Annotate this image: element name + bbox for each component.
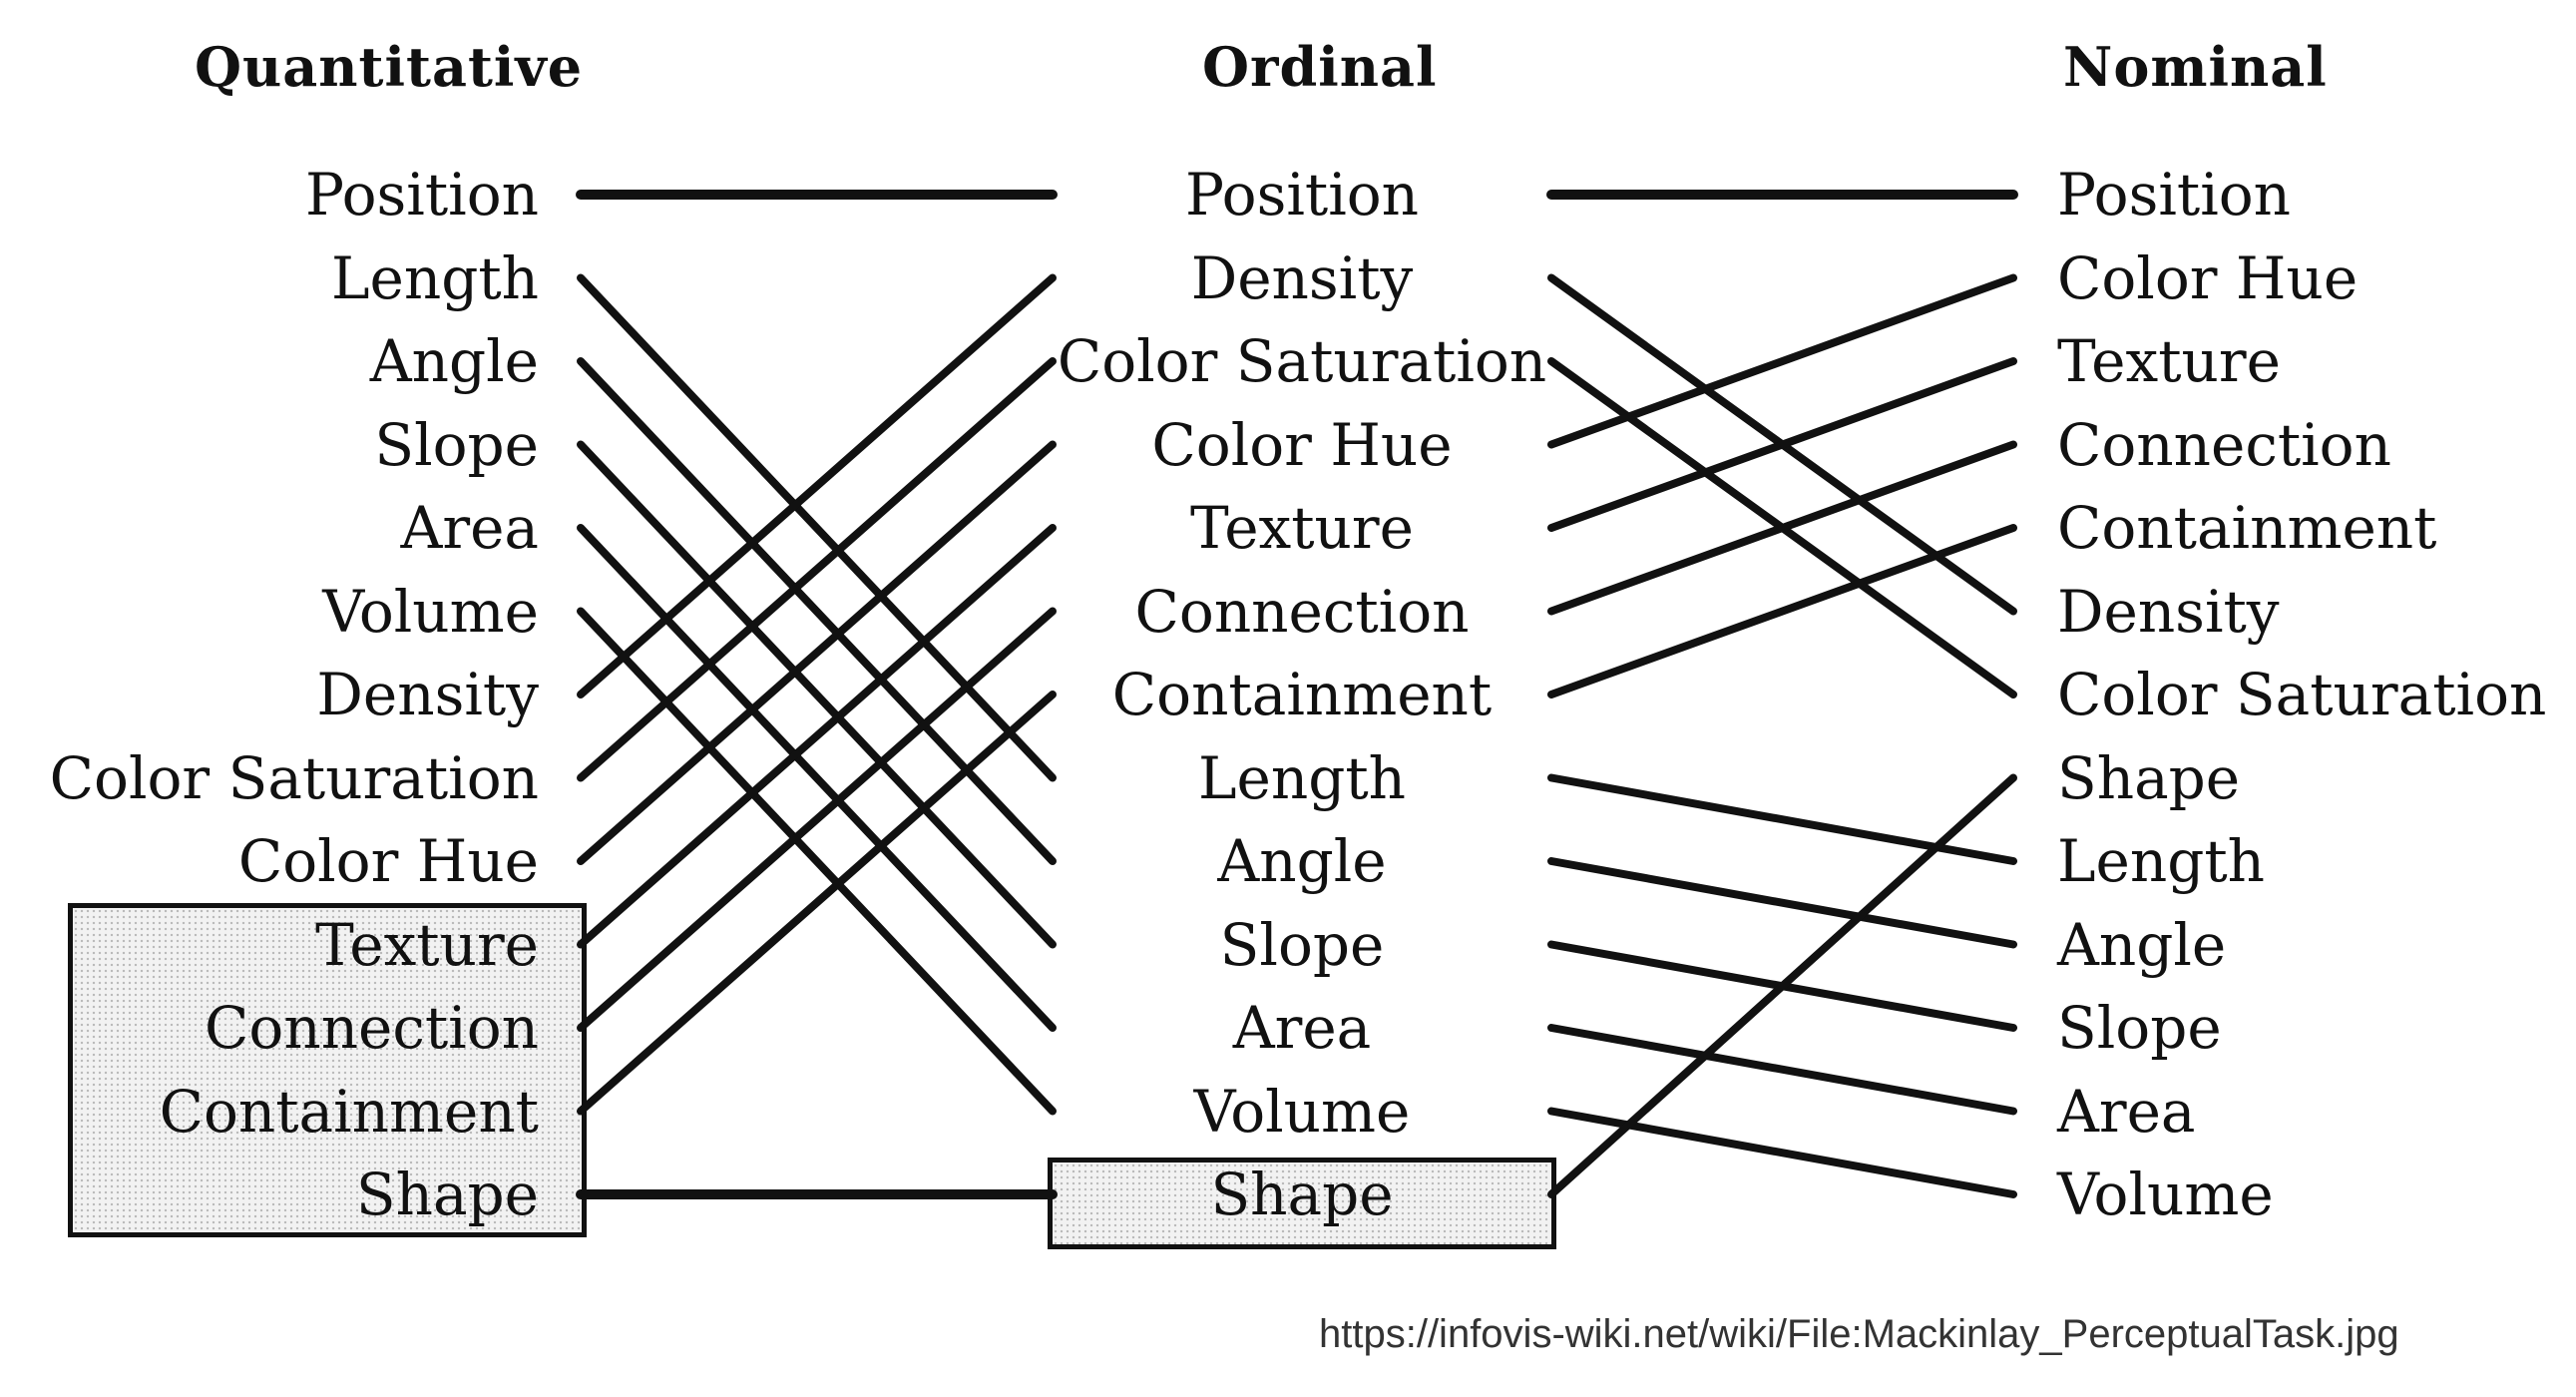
nominal-item-volume: Volume — [2057, 1161, 2274, 1228]
nominal-item-position: Position — [2057, 161, 2292, 229]
ordinal-item-volume: Volume — [1193, 1077, 1411, 1146]
quant-ord-link-containment — [577, 691, 1057, 1116]
quantitative-highlight-box — [68, 903, 587, 1237]
ord-nom-link-angle — [1547, 857, 2017, 949]
nominal-item-shape: Shape — [2057, 743, 2241, 812]
ordinal-item-density: Density — [1190, 243, 1414, 312]
nominal-item-containment: Containment — [2057, 494, 2437, 562]
quantitative-item-area: Area — [400, 494, 539, 562]
ordinal-item-color-saturation: Color Saturation — [1057, 327, 1547, 395]
ordinal-item-containment: Containment — [1111, 661, 1493, 728]
ord-nom-link-texture — [1547, 357, 2017, 532]
quant-ord-link-connection — [577, 607, 1057, 1032]
ordinal-title: Ordinal — [1202, 35, 1438, 99]
ordinal-item-angle: Angle — [1217, 827, 1387, 895]
quant-ord-link-angle — [577, 357, 1057, 865]
nominal-item-texture: Texture — [2057, 327, 2281, 395]
quantitative-item-color-saturation: Color Saturation — [49, 743, 539, 812]
ordinal-item-shape: Shape — [1210, 1161, 1394, 1228]
quant-ord-link-color-saturation — [577, 357, 1057, 782]
quantitative-item-length: Length — [331, 243, 539, 312]
ordinal-item-area: Area — [1232, 994, 1372, 1062]
nominal-item-area: Area — [2057, 1077, 2196, 1146]
nominal-item-density: Density — [2057, 577, 2280, 646]
ordinal-item-length: Length — [1198, 743, 1406, 812]
ordinal-item-position: Position — [1184, 161, 1420, 229]
nominal-item-length: Length — [2057, 827, 2265, 895]
ord-nom-link-area — [1547, 1024, 2017, 1116]
ordinal-item-slope: Slope — [1219, 910, 1385, 979]
ordinal-item-connection: Connection — [1134, 577, 1470, 646]
quant-ord-link-area — [577, 524, 1057, 1032]
ord-nom-link-length — [1547, 773, 2017, 865]
ordinal-item-texture: Texture — [1190, 494, 1414, 562]
quant-ord-link-density — [577, 273, 1057, 698]
quantitative-item-angle: Angle — [369, 327, 539, 395]
quantitative-item-color-hue: Color Hue — [237, 827, 539, 895]
ord-nom-link-color-hue — [1547, 273, 2017, 449]
nominal-title: Nominal — [2063, 35, 2328, 99]
ord-nom-link-volume — [1547, 1107, 2017, 1198]
quantitative-item-position: Position — [304, 161, 539, 229]
quant-ord-link-volume — [577, 607, 1057, 1116]
ord-nom-link-shape — [1547, 773, 2017, 1198]
quant-ord-link-slope — [577, 440, 1057, 949]
quantitative-item-shape: Shape — [355, 1161, 539, 1228]
quant-ord-link-color-hue — [577, 440, 1057, 865]
quantitative-item-texture: Texture — [315, 910, 539, 979]
quantitative-item-containment: Containment — [159, 1077, 539, 1146]
ordinal-shape-highlight-box — [1048, 1158, 1556, 1249]
quantitative-item-density: Density — [316, 661, 539, 728]
nominal-item-color-saturation: Color Saturation — [2057, 661, 2547, 728]
ord-nom-link-connection — [1547, 440, 2017, 616]
ordinal-item-color-hue: Color Hue — [1151, 410, 1453, 479]
source-url: https://infovis-wiki.net/wiki/File:Macki… — [1319, 1312, 2399, 1356]
ord-nom-link-containment — [1547, 524, 2017, 698]
nominal-item-color-hue: Color Hue — [2057, 243, 2359, 312]
quantitative-item-slope: Slope — [374, 410, 539, 479]
quantitative-item-connection: Connection — [205, 994, 539, 1062]
quantitative-title: Quantitative — [195, 35, 584, 99]
nominal-item-connection: Connection — [2057, 410, 2391, 479]
quantitative-item-volume: Volume — [322, 577, 539, 646]
nominal-item-angle: Angle — [2057, 910, 2227, 979]
quant-ord-link-texture — [577, 524, 1057, 949]
nominal-item-slope: Slope — [2057, 994, 2222, 1062]
quant-ord-link-length — [577, 273, 1057, 782]
